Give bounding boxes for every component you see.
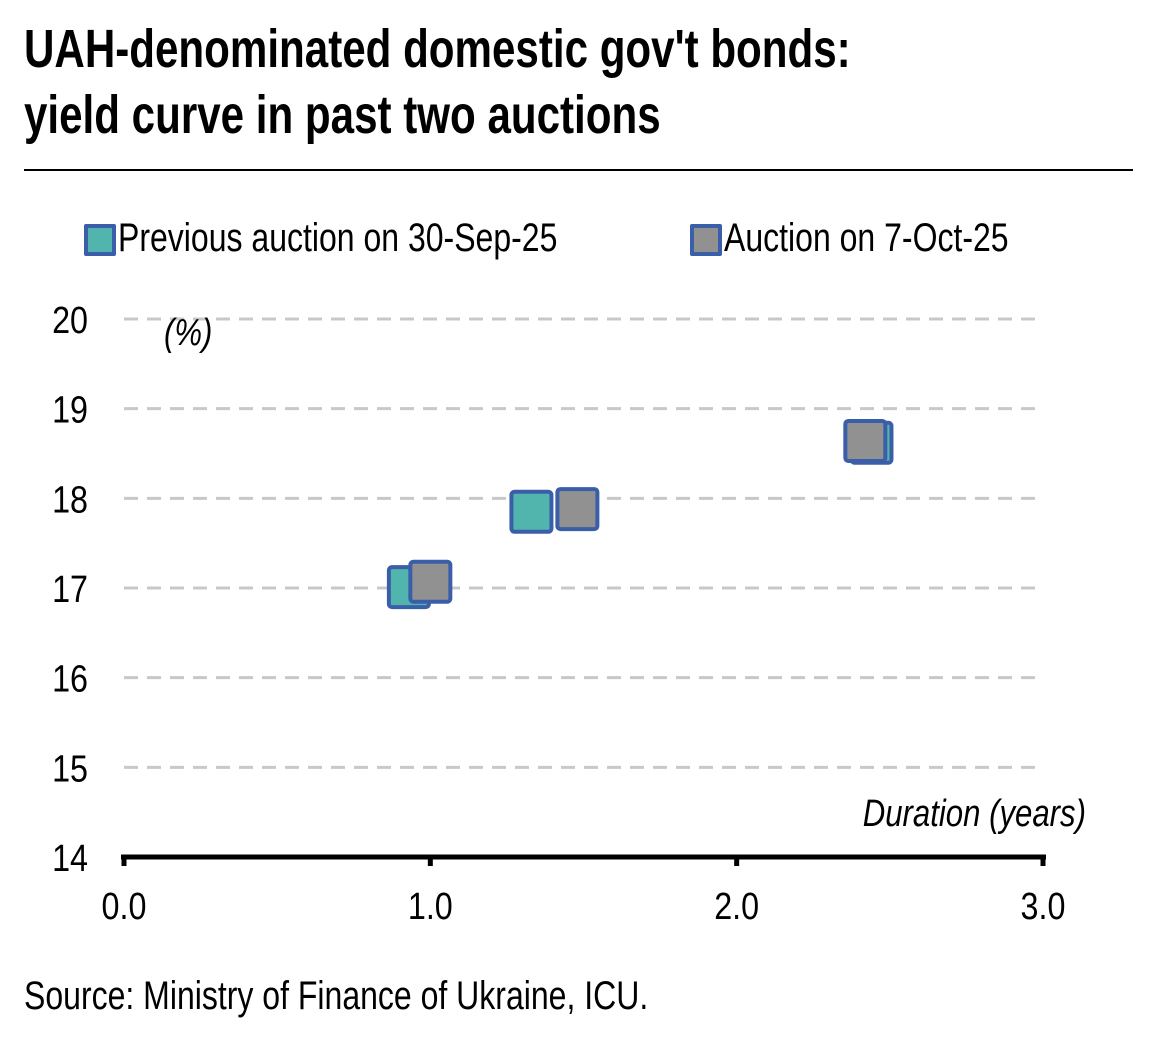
source-text: Source: Ministry of Finance of Ukraine, …: [24, 974, 649, 1018]
chart-title: UAH-denominated domestic gov't bonds: yi…: [24, 16, 1084, 148]
point-current-2: [555, 487, 600, 532]
y-tick-label: 16: [52, 658, 88, 700]
y-axis-ticks: 14 15 16 17 18 19 20: [52, 300, 88, 880]
x-tick-label: 3.0: [1021, 886, 1066, 928]
source-note: Source: Ministry of Finance of Ukraine, …: [24, 972, 804, 1020]
legend-swatch-current-auction: [690, 224, 722, 256]
x-tick-label: 0.0: [102, 886, 147, 928]
y-tick-label: 17: [52, 569, 88, 611]
x-axis-ticks: 0.0 1.0 2.0 3.0: [102, 857, 1066, 928]
title-divider: [24, 169, 1133, 171]
point-previous-2: [509, 489, 554, 534]
y-tick-label: 20: [52, 300, 88, 342]
title-line-1: UAH-denominated domestic gov't bonds:: [24, 19, 851, 79]
point-current-1: [408, 559, 453, 604]
data-points: [386, 418, 894, 610]
x-tick-label: 2.0: [714, 886, 759, 928]
y-tick-label: 19: [52, 389, 88, 431]
legend-label-previous-auction: Previous auction on 30-Sep-25: [118, 216, 558, 260]
y-tick-label: 14: [52, 838, 88, 880]
y-axis-title: (%): [164, 312, 212, 354]
title-line-2: yield curve in past two auctions: [24, 85, 661, 145]
y-tick-label: 18: [52, 479, 88, 521]
x-tick-label: 1.0: [408, 886, 453, 928]
legend-swatch-previous-auction: [84, 224, 116, 256]
gridlines: [124, 317, 1043, 769]
x-axis-title: Duration (years): [863, 793, 1086, 835]
legend-label-current-auction: Auction on 7-Oct-25: [724, 216, 1009, 260]
y-tick-label: 15: [52, 748, 88, 790]
point-current-3: [843, 418, 888, 463]
